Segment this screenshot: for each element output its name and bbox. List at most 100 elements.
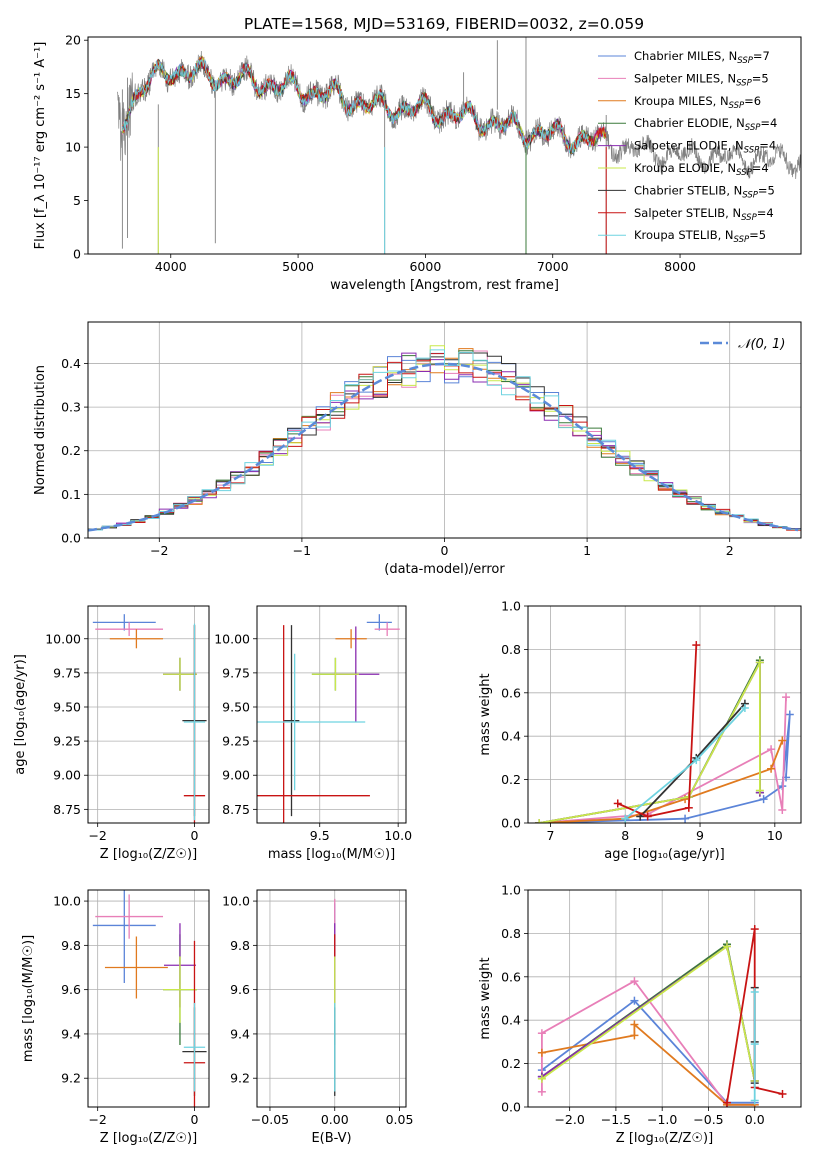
axes-frame (87, 321, 802, 539)
y-tick-label: 10.0 (53, 894, 81, 909)
y-tick-label: 0.0 (501, 1100, 521, 1115)
y-axis-label: Normed distribution (33, 365, 48, 495)
point-chabrier-miles (92, 890, 156, 983)
y-tick-label: 0.8 (501, 926, 521, 941)
y-tick-label: 1.0 (501, 883, 521, 898)
point-kroupa-miles (104, 936, 168, 999)
series-marker (785, 710, 794, 719)
y-tick-label: 9.50 (53, 699, 81, 714)
y-tick-label: 0.6 (501, 969, 521, 984)
series-marker (535, 819, 544, 823)
series-marker (537, 1029, 546, 1038)
series-kroupa-miles (537, 1020, 759, 1107)
y-tick-label: 9.50 (222, 699, 250, 714)
legend-count: =5 (752, 71, 769, 85)
x-tick-label: 9.5 (310, 828, 330, 843)
x-axis-label: Z [log₁₀(Z/Z☉)] (100, 847, 197, 862)
series-marker (755, 786, 764, 795)
y-tick-label: 5 (73, 193, 81, 208)
series-chabrier-miles (537, 996, 759, 1107)
legend-count: =4 (759, 139, 776, 153)
plot-area (257, 614, 400, 823)
y-tick-label: 10.00 (45, 631, 81, 646)
y-tick-label: 20 (65, 33, 81, 48)
x-tick-label: 6000 (409, 259, 441, 274)
series-marker (684, 803, 693, 812)
y-tick-label: 10 (65, 140, 81, 155)
x-tick-label: −0.05 (251, 1112, 289, 1127)
y-tick-label: 0.4 (501, 729, 521, 744)
legend-subscript: SSP (734, 235, 750, 245)
legend-text: Salpeter ELODIE, N (634, 139, 744, 153)
y-tick-label: 0.4 (501, 1013, 521, 1028)
x-tick-label: 1 (583, 543, 591, 558)
x-axis-label: Z [log₁₀(Z/Z☉)] (616, 1131, 713, 1146)
point-kroupa-stelib (183, 1002, 206, 1092)
series-line (539, 740, 784, 823)
series-line (541, 999, 755, 1104)
legend-text: Kroupa STELIB, N (634, 228, 734, 242)
panel-spectrum: 4000 5000 6000 7000 8000 0 5 10 15 20 wavelength [… (33, 33, 802, 293)
series-line (541, 942, 756, 1082)
series-kroupa-elodie (535, 658, 764, 823)
legend-count: =4 (757, 206, 774, 220)
axis-ticks: −2 −1 0 1 2 0.0 0.1 0.2 0.3 0.4 (61, 356, 734, 558)
y-axis-label: Flux [f_λ 10⁻¹⁷ erg cm⁻² s⁻¹ A⁻¹] (33, 42, 48, 250)
axis-ticks: 9.5 10.0 8.75 9.00 9.25 9.50 9.75 10.00 (214, 631, 412, 843)
legend-label-salpeter-stelib: Salpeter STELIB, NSSP=4 (634, 206, 774, 223)
series-line (539, 714, 791, 823)
x-tick-label: −2 (88, 828, 106, 843)
point-kroupa-miles (109, 629, 164, 649)
series-marker (755, 658, 764, 667)
histogram-kroupa-stelib (88, 349, 801, 531)
x-axis-label: (data-model)/error (384, 562, 505, 577)
legend-count: =5 (749, 228, 766, 242)
x-tick-label: 7000 (537, 259, 569, 274)
y-tick-label: 0.2 (501, 1056, 521, 1071)
series-marker (750, 1040, 759, 1049)
chart-title: PLATE=1568, MJD=53169, FIBERID=0032, z=0… (244, 15, 644, 33)
point-salpeter-miles (95, 894, 164, 939)
x-axis-label: mass [log₁₀(M/M☉)] (268, 847, 395, 862)
legend-count: =6 (744, 94, 761, 108)
x-tick-label: 0.05 (386, 1112, 414, 1127)
legend-count: =4 (760, 116, 777, 130)
series-marker (621, 814, 630, 823)
series-marker (722, 1098, 731, 1107)
grid (257, 890, 406, 1107)
y-tick-label: 0 (73, 247, 81, 262)
legend-label-chabrier-stelib: Chabrier STELIB, NSSP=5 (634, 183, 775, 200)
legend-label-kroupa-stelib: Kroupa STELIB, NSSP=5 (634, 228, 766, 245)
x-tick-label: −2.0 (554, 1112, 584, 1127)
point-chabrier-miles (92, 614, 156, 631)
series-marker (537, 1074, 546, 1083)
series-marker (778, 736, 787, 745)
legend-text: Salpeter MILES, N (634, 71, 736, 85)
legend-subscript: SSP (741, 213, 757, 223)
axis-ticks: 4000 5000 6000 7000 8000 0 5 10 15 20 (65, 33, 696, 274)
x-axis-label: Z [log₁₀(Z/Z☉)] (100, 1131, 197, 1146)
plot-area (92, 890, 207, 1107)
axes-frame (87, 605, 210, 824)
y-tick-label: 9.2 (61, 1071, 81, 1086)
legend-text: Salpeter STELIB, N (634, 206, 741, 220)
legend-text: Kroupa MILES, N (634, 94, 729, 108)
y-tick-label: 8.75 (222, 802, 250, 817)
y-tick-label: 9.00 (53, 768, 81, 783)
series-chabrier-miles (535, 710, 794, 823)
y-axis-label: mass [log₁₀(M/M☉)] (21, 935, 36, 1062)
point-kroupa-stelib (257, 653, 366, 791)
legend-label-normal: 𝒩(0, 1) (738, 337, 785, 352)
series-marker (630, 996, 639, 1005)
legend-subscript: SSP (737, 56, 753, 66)
y-axis-label: age [log₁₀(age/yr)] (13, 654, 28, 775)
point-kroupa-stelib (183, 623, 206, 821)
legend: 𝒩(0, 1) (700, 337, 785, 352)
series-salpeter-stelib (613, 641, 701, 821)
series-marker (630, 1031, 639, 1040)
series-marker (722, 942, 731, 951)
series-marker (782, 693, 791, 702)
x-tick-label: 0 (191, 1112, 199, 1127)
y-tick-label: 9.6 (230, 982, 250, 997)
series-marker (681, 814, 690, 823)
